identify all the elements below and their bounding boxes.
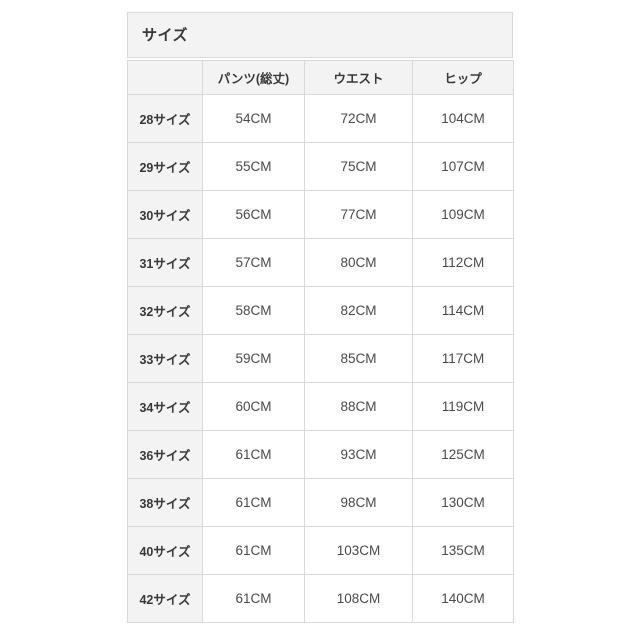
size-table: パンツ(総丈) ウエスト ヒップ 28サイズ 54CM 72CM 104CM 2… [127, 60, 514, 623]
waist-cell: 103CM [304, 526, 413, 575]
waist-cell: 80CM [304, 238, 413, 287]
row-label: 42サイズ [127, 574, 203, 623]
row-label: 33サイズ [127, 334, 203, 383]
hip-cell: 107CM [412, 142, 514, 191]
size-chart-title: サイズ [127, 12, 513, 58]
row-label: 36サイズ [127, 430, 203, 479]
waist-cell: 88CM [304, 382, 413, 431]
row-label: 38サイズ [127, 478, 203, 527]
row-label: 40サイズ [127, 526, 203, 575]
table-row: 33サイズ 59CM 85CM 117CM [127, 334, 514, 383]
table-row: 42サイズ 61CM 108CM 140CM [127, 574, 514, 623]
hip-cell: 104CM [412, 94, 514, 143]
hip-cell: 109CM [412, 190, 514, 239]
size-chart-panel: サイズ パンツ(総丈) ウエスト ヒップ 28サイズ 54CM 72CM 104… [127, 12, 514, 623]
pants-length-cell: 61CM [202, 478, 305, 527]
hip-cell: 130CM [412, 478, 514, 527]
waist-cell: 75CM [304, 142, 413, 191]
hip-cell: 125CM [412, 430, 514, 479]
header-cell-waist: ウエスト [304, 60, 413, 95]
row-label: 29サイズ [127, 142, 203, 191]
table-row: 30サイズ 56CM 77CM 109CM [127, 190, 514, 239]
pants-length-cell: 61CM [202, 526, 305, 575]
table-row: 40サイズ 61CM 103CM 135CM [127, 526, 514, 575]
pants-length-cell: 58CM [202, 286, 305, 335]
table-row: 28サイズ 54CM 72CM 104CM [127, 94, 514, 143]
hip-cell: 117CM [412, 334, 514, 383]
waist-cell: 85CM [304, 334, 413, 383]
header-cell-pants-length: パンツ(総丈) [202, 60, 305, 95]
waist-cell: 93CM [304, 430, 413, 479]
table-row: 36サイズ 61CM 93CM 125CM [127, 430, 514, 479]
waist-cell: 98CM [304, 478, 413, 527]
row-label: 28サイズ [127, 94, 203, 143]
table-row: 34サイズ 60CM 88CM 119CM [127, 382, 514, 431]
waist-cell: 108CM [304, 574, 413, 623]
pants-length-cell: 61CM [202, 430, 305, 479]
row-label: 34サイズ [127, 382, 203, 431]
pants-length-cell: 56CM [202, 190, 305, 239]
table-row: 31サイズ 57CM 80CM 112CM [127, 238, 514, 287]
pants-length-cell: 54CM [202, 94, 305, 143]
table-row: 29サイズ 55CM 75CM 107CM [127, 142, 514, 191]
row-label: 30サイズ [127, 190, 203, 239]
hip-cell: 135CM [412, 526, 514, 575]
row-label: 32サイズ [127, 286, 203, 335]
waist-cell: 77CM [304, 190, 413, 239]
pants-length-cell: 59CM [202, 334, 305, 383]
pants-length-cell: 57CM [202, 238, 305, 287]
hip-cell: 119CM [412, 382, 514, 431]
waist-cell: 72CM [304, 94, 413, 143]
header-cell-hip: ヒップ [412, 60, 514, 95]
hip-cell: 140CM [412, 574, 514, 623]
row-label: 31サイズ [127, 238, 203, 287]
pants-length-cell: 55CM [202, 142, 305, 191]
waist-cell: 82CM [304, 286, 413, 335]
table-row: 38サイズ 61CM 98CM 130CM [127, 478, 514, 527]
pants-length-cell: 60CM [202, 382, 305, 431]
pants-length-cell: 61CM [202, 574, 305, 623]
hip-cell: 114CM [412, 286, 514, 335]
hip-cell: 112CM [412, 238, 514, 287]
table-header-row: パンツ(総丈) ウエスト ヒップ [127, 60, 514, 95]
table-row: 32サイズ 58CM 82CM 114CM [127, 286, 514, 335]
header-cell-empty [127, 60, 203, 95]
